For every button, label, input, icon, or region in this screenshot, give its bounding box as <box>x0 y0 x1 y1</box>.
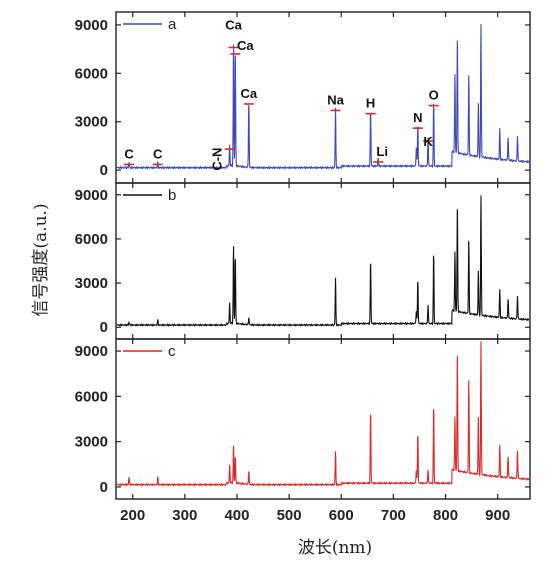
panel-c: 0 3000 6000 9000 c <box>75 338 531 500</box>
y-tick-label: 9000 <box>75 187 108 204</box>
y-tick-label: 9000 <box>75 343 108 360</box>
annotation-label: N <box>413 110 422 125</box>
legend-label-c: c <box>168 343 176 360</box>
panel-a: 0 3000 6000 9000 a C C C-N Ca Ca Ca Na H Li NK O <box>75 11 531 184</box>
y-tick-label: 9000 <box>75 17 108 34</box>
panel-frame <box>115 338 531 500</box>
x-axis-label: 波长(nm) <box>298 538 372 558</box>
x-tick-label: 900 <box>485 507 510 524</box>
annotation-label: Ca <box>240 86 257 101</box>
y-tick-label: 0 <box>100 162 108 179</box>
annotation-label: K <box>423 134 433 149</box>
x-tick-label: 700 <box>381 507 406 524</box>
spectrum-series-a <box>116 23 530 170</box>
annotation-label: Li <box>376 144 388 159</box>
annotation-label: C-N <box>210 148 225 171</box>
y-tick-label: 6000 <box>75 65 108 82</box>
y-tick-label: 6000 <box>75 388 108 405</box>
panel-frame <box>115 11 531 184</box>
annotation-label: O <box>429 88 439 103</box>
legend-label-b: b <box>168 187 176 204</box>
annotation-label: Na <box>327 92 344 107</box>
spectrum-series-b <box>116 195 530 327</box>
x-axis: 200 300 400 500 600 700 800 900 <box>120 12 510 524</box>
annotation-label: C <box>153 146 163 161</box>
x-tick-label: 600 <box>329 507 354 524</box>
panels-group: 0 3000 6000 9000 a C C C-N Ca Ca Ca Na H Li NK O 0 3000 60… <box>75 11 531 500</box>
annotation-label: Ca <box>237 38 254 53</box>
y-tick-label: 0 <box>100 479 108 496</box>
y-tick-label: 3000 <box>75 434 108 451</box>
x-tick-label: 400 <box>224 507 249 524</box>
panel-frame <box>115 182 531 340</box>
x-tick-label: 300 <box>172 507 197 524</box>
panel-b: 0 3000 6000 9000 b <box>75 182 531 340</box>
legend-label-a: a <box>168 16 177 33</box>
y-tick-label: 0 <box>100 319 108 336</box>
x-tick-label: 800 <box>433 507 458 524</box>
annotation-label: C <box>124 146 134 161</box>
y-axis-label: 信号强度(a.u.) <box>31 203 51 316</box>
spectrum-series-c <box>116 341 530 487</box>
y-tick-label: 6000 <box>75 231 108 248</box>
x-tick-label: 500 <box>277 507 302 524</box>
annotation-label: Ca <box>225 17 242 32</box>
x-tick-label: 200 <box>120 507 145 524</box>
y-tick-label: 3000 <box>75 114 108 131</box>
y-tick-label: 3000 <box>75 275 108 292</box>
annotation-label: H <box>366 96 375 111</box>
